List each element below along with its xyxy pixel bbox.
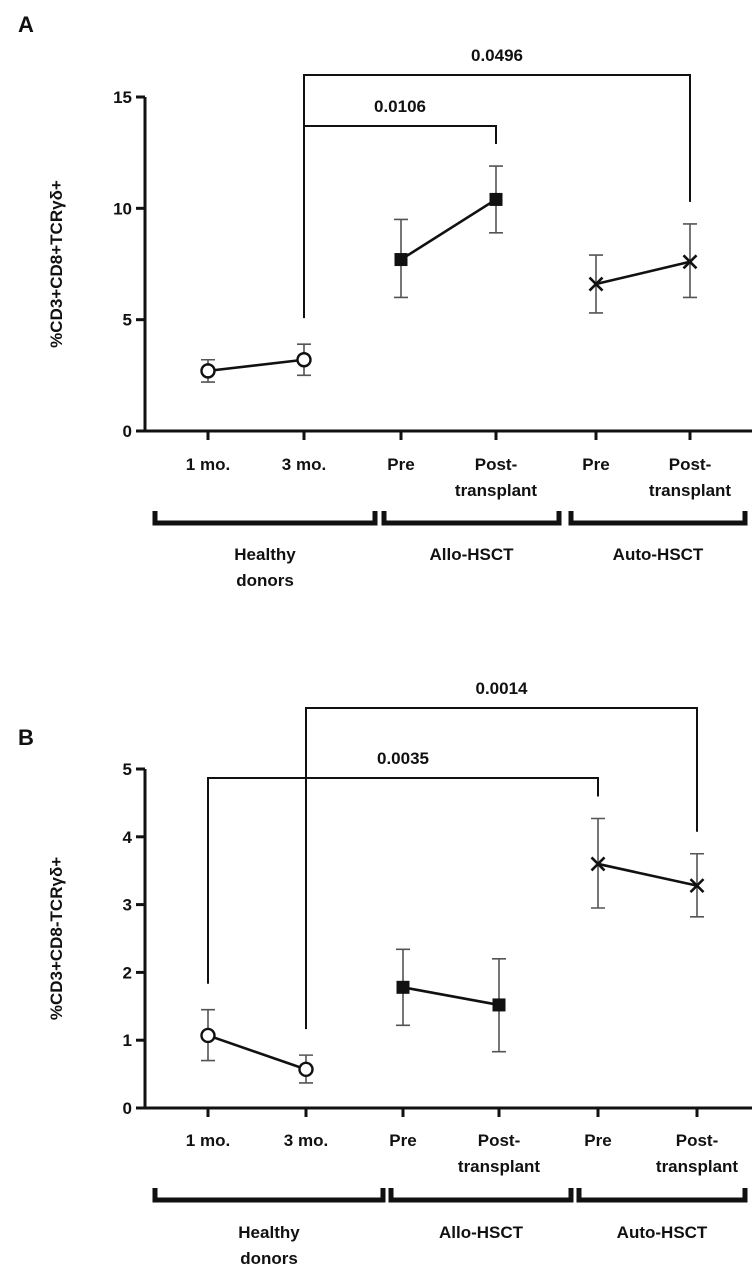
group-bracket: [155, 511, 375, 523]
data-point: [202, 364, 215, 377]
y-tick-label: 3: [123, 896, 132, 915]
panel-B: B 0 1 2 3 4 5 %CD3+CD8-TCRγδ+ 1 mo. 3 mo. Pre Post-…: [18, 679, 752, 1268]
y-tick-label: 15: [113, 88, 132, 107]
category-label: 1 mo.: [186, 455, 230, 474]
p-value-label: 0.0035: [377, 749, 429, 768]
group-bracket: [391, 1188, 571, 1200]
panel-letter: B: [18, 725, 34, 750]
data-point: [490, 193, 503, 206]
y-tick-label: 2: [123, 963, 132, 982]
y-tick-label: 5: [123, 760, 132, 779]
group-label: donors: [240, 1249, 298, 1268]
y-tick-label: 4: [123, 828, 133, 847]
category-label: transplant: [656, 1157, 739, 1176]
y-axis-label: %CD3+CD8+TCRγδ+: [47, 180, 66, 348]
category-label: Post-: [676, 1131, 719, 1150]
group-bracket: [155, 1188, 383, 1200]
p-value-label: 0.0014: [476, 679, 529, 698]
category-label: 3 mo.: [284, 1131, 328, 1150]
category-label: transplant: [649, 481, 732, 500]
significance-bracket: [304, 126, 496, 318]
data-point: [202, 1029, 215, 1042]
group-label: Auto-HSCT: [617, 1223, 708, 1242]
group-bracket: [384, 511, 559, 523]
group-label: Healthy: [238, 1223, 300, 1242]
category-label: Pre: [389, 1131, 416, 1150]
y-axis-label: %CD3+CD8-TCRγδ+: [47, 857, 66, 1020]
data-point: [395, 253, 408, 266]
series-line: [208, 360, 304, 371]
category-label: Post-: [669, 455, 712, 474]
p-value-label: 0.0496: [471, 46, 523, 65]
category-label: Pre: [582, 455, 609, 474]
group-label: Allo-HSCT: [439, 1223, 524, 1242]
y-tick-label: 0: [123, 1099, 132, 1118]
group-bracket: [579, 1188, 745, 1200]
group-label: Allo-HSCT: [429, 545, 514, 564]
group-label: donors: [236, 571, 294, 590]
category-label: Post-: [475, 455, 518, 474]
data-point: [300, 1063, 313, 1076]
y-tick-label: 1: [123, 1031, 132, 1050]
category-label: Pre: [584, 1131, 611, 1150]
series-line: [598, 864, 697, 886]
category-label: transplant: [455, 481, 538, 500]
panel-letter: A: [18, 12, 34, 37]
p-value-label: 0.0106: [374, 97, 426, 116]
group-label: Auto-HSCT: [613, 545, 704, 564]
data-point: [298, 353, 311, 366]
y-tick-label: 10: [113, 199, 132, 218]
data-point: [493, 998, 506, 1011]
significance-bracket: [306, 708, 697, 1029]
y-tick-label: 0: [123, 422, 132, 441]
category-label: transplant: [458, 1157, 541, 1176]
category-label: Pre: [387, 455, 414, 474]
category-label: Post-: [478, 1131, 521, 1150]
group-bracket: [571, 511, 745, 523]
group-label: Healthy: [234, 545, 296, 564]
panel-A: A 0 5 10 15 %CD3+CD8+TCRγδ+ 1 mo. 3 mo. Pre Post-…: [18, 12, 752, 590]
series-line: [401, 199, 496, 259]
data-point: [397, 981, 410, 994]
series-line: [208, 1035, 306, 1069]
category-label: 3 mo.: [282, 455, 326, 474]
category-label: 1 mo.: [186, 1131, 230, 1150]
y-tick-label: 5: [123, 311, 132, 330]
series-line: [403, 987, 499, 1005]
series-line: [596, 262, 690, 284]
